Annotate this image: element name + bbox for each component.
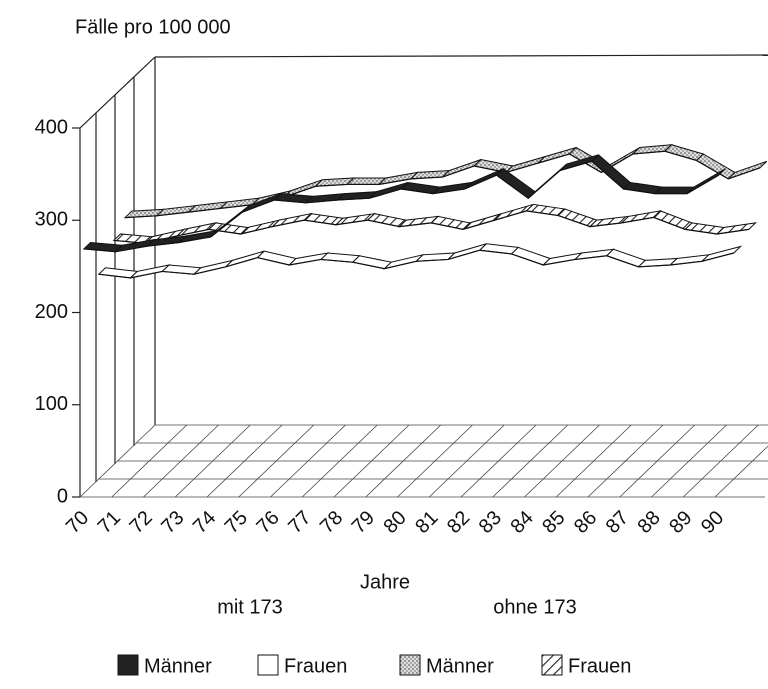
legend-label: Frauen: [284, 655, 347, 677]
x-tick-label: 74: [189, 507, 220, 538]
x-tick-label: 84: [506, 507, 537, 538]
ribbon-segment: [225, 250, 265, 268]
x-tick-label: 80: [379, 507, 410, 538]
x-tick-label: 70: [62, 507, 93, 538]
x-tick-label: 76: [252, 507, 283, 538]
ribbon-segment: [462, 213, 502, 230]
ribbon-segment: [447, 243, 487, 260]
x-tick-label: 87: [602, 507, 633, 538]
walls: [79, 54, 768, 497]
series-line: [83, 160, 720, 253]
x-tick-label: 79: [348, 507, 379, 538]
legend-label: Frauen: [568, 655, 631, 677]
x-tick-label: 88: [633, 507, 664, 538]
ribbon-segment: [715, 222, 757, 235]
x-axis-label: Jahre: [360, 571, 410, 593]
x-tick-label: 73: [157, 507, 188, 538]
y-tick-label: 300: [35, 209, 68, 231]
x-tick-label: 83: [475, 507, 506, 538]
legend-swatch: [399, 654, 421, 676]
ribbon: [97, 243, 743, 279]
y-tick-label: 400: [35, 116, 68, 138]
annotation: ohne 173: [493, 596, 576, 618]
legend-swatch: [257, 654, 279, 676]
ribbon-segment: [256, 250, 298, 266]
x-tick-label: 72: [125, 507, 156, 538]
legend-label: Männer: [144, 655, 212, 677]
ribbon-segment: [537, 147, 577, 164]
ribbon-segment: [591, 154, 631, 190]
legend-label: Männer: [426, 655, 494, 677]
x-tick-label: 82: [443, 507, 474, 538]
ribbon-segment: [494, 203, 534, 221]
ribbon: [123, 144, 768, 219]
series-line: [98, 249, 734, 279]
x-tick-label: 78: [316, 507, 347, 538]
series-line: [113, 210, 749, 244]
y-tick-label: 0: [57, 485, 68, 507]
x-tick-label: 75: [221, 507, 252, 538]
legend-swatch: [117, 654, 139, 676]
x-tick-label: 85: [538, 507, 569, 538]
x-tick-label: 90: [697, 507, 728, 538]
series-line: [124, 150, 761, 219]
ribbon-segment: [495, 168, 536, 199]
annotation: mit 173: [217, 596, 283, 618]
legend-swatch: [541, 654, 563, 676]
x-tick-label: 86: [570, 507, 601, 538]
x-tick-label: 81: [411, 507, 442, 538]
x-tick-label: 77: [284, 507, 315, 538]
ribbon-segment: [505, 156, 545, 173]
y-tick-label: 200: [35, 301, 68, 323]
ribbon: [112, 203, 757, 245]
ribbon-segment: [700, 245, 743, 263]
ribbon: [82, 154, 726, 253]
y-tick-label: 100: [35, 393, 68, 415]
x-tick-label: 71: [94, 507, 125, 538]
chart-title: Fälle pro 100 000: [75, 16, 231, 38]
x-tick-label: 89: [665, 507, 696, 538]
